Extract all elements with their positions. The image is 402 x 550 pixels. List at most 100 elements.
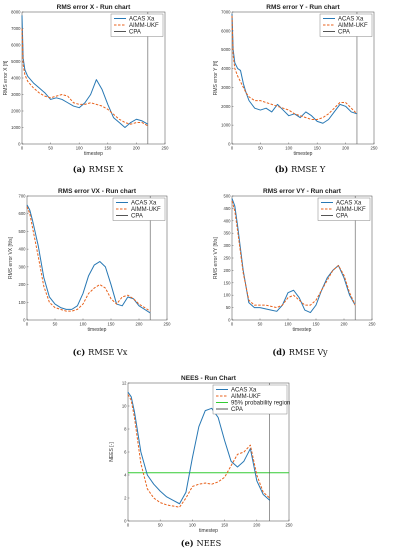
chart-title: RMS error Y - Run chart: [266, 4, 340, 11]
series-line-aimm-ukf: [231, 200, 356, 309]
y-tick-label: 0: [228, 142, 231, 147]
y-tick-label: 450: [224, 206, 232, 211]
y-tick-label: 4: [124, 473, 127, 478]
panel-caption-letter: (e): [181, 538, 197, 548]
panel-caption: (e) NEES: [181, 538, 222, 548]
chart-title: RMS error VY - Run chart: [263, 188, 342, 195]
y-tick-label: 200: [224, 268, 232, 273]
chart-panel-4: RMS error VY - Run chart 0 50 100 150 200 250 0…: [213, 188, 376, 357]
series-line-acas-xa: [231, 13, 358, 124]
y-tick-label: 8: [124, 427, 127, 432]
y-tick-label: 6000: [11, 43, 21, 48]
x-tick-label: 50: [258, 322, 263, 327]
panel-caption: (c) RMSE Vx: [73, 347, 128, 357]
y-tick-label: 100: [224, 293, 232, 298]
x-tick-label: 50: [48, 146, 53, 151]
y-tick-label: 400: [19, 247, 27, 252]
y-tick-label: 250: [224, 256, 232, 261]
x-tick-label: 100: [80, 322, 88, 327]
chart-panel-5: NEES - Run Chart 0 50 100 150 200 250 0 2 4 6 8 10 12…: [109, 375, 293, 548]
y-tick-label: 50: [226, 305, 231, 310]
x-tick-label: 100: [76, 146, 84, 151]
legend-box: [110, 13, 164, 37]
legend-label: CPA: [338, 30, 350, 36]
x-tick-label: 100: [285, 322, 293, 327]
y-tick-label: 150: [224, 280, 232, 285]
x-tick-label: 100: [189, 523, 197, 528]
x-tick-label: 150: [314, 146, 322, 151]
x-tick-label: 0: [231, 146, 234, 151]
x-tick-label: 250: [162, 146, 170, 151]
legend-box: [319, 13, 373, 37]
panel-caption-text: RMSE Vx: [88, 347, 128, 357]
y-tick-label: 2000: [11, 109, 21, 114]
x-tick-label: 0: [26, 322, 29, 327]
x-axis-label: timestep: [88, 327, 107, 333]
legend-label: AIMM-UKF: [336, 207, 366, 213]
y-tick-label: 2: [124, 496, 127, 501]
y-tick-label: 700: [19, 194, 27, 199]
y-tick-label: 7000: [11, 26, 21, 31]
chart-title: RMS error VX - Run chart: [58, 188, 137, 195]
x-tick-label: 200: [341, 322, 349, 327]
series-line-acas-xa: [21, 15, 149, 128]
y-tick-label: 7000: [221, 10, 231, 15]
panel-caption-letter: (b): [275, 164, 291, 174]
legend-label: ACAS Xa: [129, 17, 155, 23]
y-tick-label: 200: [19, 282, 27, 287]
y-tick-label: 0: [18, 142, 21, 147]
y-tick-label: 0: [23, 318, 26, 323]
y-tick-label: 12: [122, 381, 127, 386]
x-tick-label: 150: [104, 146, 112, 151]
y-axis-label: RMS error X [ft]: [3, 60, 9, 95]
y-tick-label: 5000: [221, 47, 231, 52]
series-line-acas-xa: [127, 391, 271, 505]
x-tick-label: 200: [136, 322, 144, 327]
panel-caption-text: RMSE Vy: [289, 347, 328, 357]
legend-label: ACAS Xa: [131, 201, 157, 207]
legend-box: [317, 197, 371, 221]
x-tick-label: 50: [258, 146, 263, 151]
x-tick-label: 0: [231, 322, 234, 327]
x-tick-label: 200: [253, 523, 261, 528]
y-tick-label: 5000: [11, 59, 21, 64]
x-tick-label: 200: [342, 146, 350, 151]
legend-label: AIMM-UKF: [131, 207, 161, 213]
x-tick-label: 250: [286, 523, 294, 528]
y-tick-label: 300: [19, 264, 27, 269]
panel-caption: (b) RMSE Y: [275, 164, 326, 174]
y-axis-label: RMS error VY [ft/s]: [213, 236, 219, 278]
x-tick-label: 0: [127, 523, 130, 528]
panel-caption-text: RMSE X: [89, 164, 124, 174]
y-axis-label: RMS error VX [ft/s]: [8, 236, 14, 279]
chart-panel-1: RMS error X - Run chart 0 50 100 150 200 250 0 1…: [3, 4, 169, 174]
y-tick-label: 10: [122, 404, 127, 409]
legend-label: ACAS Xa: [338, 17, 364, 23]
y-tick-label: 1000: [221, 123, 231, 128]
x-tick-label: 100: [285, 146, 293, 151]
chart-title: RMS error X - Run chart: [57, 4, 132, 11]
legend-label: AIMM-UKF: [129, 23, 159, 29]
y-tick-label: 1000: [11, 125, 21, 130]
legend-label: CPA: [336, 214, 348, 220]
series-line-aimm-ukf: [231, 15, 358, 120]
x-axis-label: timestep: [293, 327, 312, 333]
y-tick-label: 2000: [221, 104, 231, 109]
legend-label: CPA: [129, 30, 141, 36]
x-axis-label: timestep: [294, 151, 313, 157]
x-tick-label: 150: [108, 322, 116, 327]
x-tick-label: 150: [221, 523, 229, 528]
x-axis-label: timestep: [199, 528, 218, 534]
y-tick-label: 6: [124, 450, 127, 455]
panel-caption-text: NEES: [197, 538, 222, 548]
panel-caption-letter: (d): [272, 347, 288, 357]
y-tick-label: 0: [124, 519, 127, 524]
y-tick-label: 300: [224, 243, 232, 248]
series-line-acas-xa: [26, 204, 151, 314]
y-tick-label: 4000: [11, 76, 21, 81]
